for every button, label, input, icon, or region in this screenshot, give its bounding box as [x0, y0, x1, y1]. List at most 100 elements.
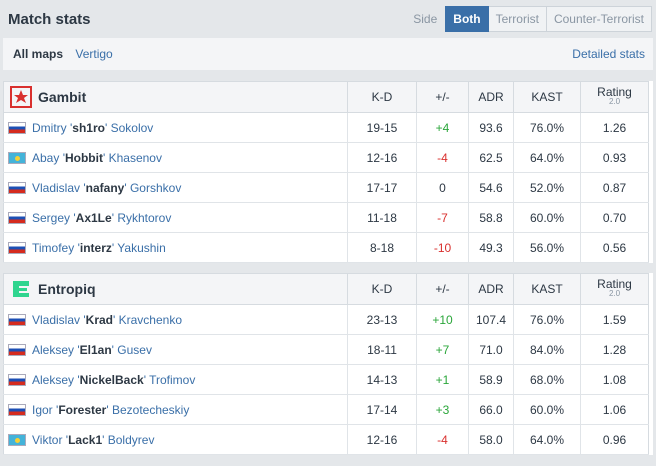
adr-cell: 66.0 — [468, 394, 514, 425]
team-table-gambit: Gambit K-D +/- ADR KAST Rating 2.0 Dmitry… — [3, 81, 653, 263]
plus-minus-cell: +1 — [416, 364, 469, 395]
kast-cell: 52.0% — [513, 172, 581, 203]
col-rating: Rating 2.0 — [580, 273, 649, 305]
col-pm: +/- — [416, 81, 469, 113]
col-kd: K-D — [347, 81, 417, 113]
player-name-link[interactable]: Aleksey 'NickelBack' Trofimov — [32, 372, 196, 387]
player-cell: Abay 'Hobbit' Khasenov — [3, 142, 348, 173]
col-kast: KAST — [513, 273, 581, 305]
rating-cell: 1.28 — [580, 334, 649, 365]
kd-cell: 12-16 — [347, 142, 417, 173]
team-name-link[interactable]: Gambit — [38, 89, 87, 105]
player-cell: Dmitry 'sh1ro' Sokolov — [3, 112, 348, 143]
col-kd: K-D — [347, 273, 417, 305]
gambit-logo-icon — [10, 86, 32, 108]
player-cell: Vladislav 'Krad' Kravchenko — [3, 304, 348, 335]
adr-cell: 58.8 — [468, 202, 514, 233]
kd-cell: 11-18 — [347, 202, 417, 233]
player-name-link[interactable]: Aleksey 'El1an' Gusev — [32, 342, 152, 357]
plus-minus-cell: +10 — [416, 304, 469, 335]
flag-ru-icon — [8, 242, 26, 255]
rating-cell: 0.96 — [580, 424, 649, 455]
map-filter-bar: All maps Vertigo Detailed stats — [3, 38, 653, 70]
player-name-link[interactable]: Igor 'Forester' Bezotecheskiy — [32, 402, 190, 417]
player-name-link[interactable]: Timofey 'interz' Yakushin — [32, 240, 166, 255]
side-filter: Side Both Terrorist Counter-Terrorist — [413, 6, 652, 32]
col-adr: ADR — [468, 81, 514, 113]
player-row: Dmitry 'sh1ro' Sokolov 19-15 +4 93.6 76.0% 1.… — [3, 112, 649, 143]
side-both-button[interactable]: Both — [445, 6, 489, 32]
kd-cell: 17-17 — [347, 172, 417, 203]
team-name-link[interactable]: Entropiq — [38, 281, 96, 297]
kd-cell: 23-13 — [347, 304, 417, 335]
kast-cell: 76.0% — [513, 304, 581, 335]
plus-minus-cell: 0 — [416, 172, 469, 203]
side-terrorist-button[interactable]: Terrorist — [488, 6, 547, 32]
rating-cell: 1.08 — [580, 364, 649, 395]
player-cell: Sergey 'Ax1Le' Rykhtorov — [3, 202, 348, 233]
side-ct-button[interactable]: Counter-Terrorist — [546, 6, 652, 32]
rating-cell: 0.56 — [580, 232, 649, 263]
kd-cell: 8-18 — [347, 232, 417, 263]
player-row: Sergey 'Ax1Le' Rykhtorov 11-18 -7 58.8 60.0%… — [3, 202, 649, 233]
player-name-link[interactable]: Sergey 'Ax1Le' Rykhtorov — [32, 210, 172, 225]
kast-cell: 56.0% — [513, 232, 581, 263]
player-name-link[interactable]: Viktor 'Lack1' Boldyrev — [32, 432, 155, 447]
adr-cell: 54.6 — [468, 172, 514, 203]
player-row: Vladislav 'nafany' Gorshkov 17-17 0 54.6 52.… — [3, 172, 649, 203]
player-row: Abay 'Hobbit' Khasenov 12-16 -4 62.5 64.0% 0.… — [3, 142, 649, 173]
side-label: Side — [413, 12, 438, 26]
flag-kz-icon — [8, 434, 26, 447]
plus-minus-cell: +7 — [416, 334, 469, 365]
entropiq-logo-icon — [13, 281, 29, 297]
adr-cell: 107.4 — [468, 304, 514, 335]
detailed-stats-link[interactable]: Detailed stats — [572, 47, 645, 61]
flag-ru-icon — [8, 122, 26, 135]
kast-cell: 76.0% — [513, 112, 581, 143]
kd-cell: 19-15 — [347, 112, 417, 143]
adr-cell: 62.5 — [468, 142, 514, 173]
team-table-entropiq: Entropiq K-D +/- ADR KAST Rating 2.0 Vlad… — [3, 273, 653, 455]
adr-cell: 49.3 — [468, 232, 514, 263]
player-cell: Timofey 'interz' Yakushin — [3, 232, 348, 263]
player-row: Vladislav 'Krad' Kravchenko 23-13 +10 107.4… — [3, 304, 649, 335]
player-name-link[interactable]: Abay 'Hobbit' Khasenov — [32, 150, 162, 165]
rating-cell: 0.87 — [580, 172, 649, 203]
plus-minus-cell: -10 — [416, 232, 469, 263]
kd-cell: 17-14 — [347, 394, 417, 425]
col-kast: KAST — [513, 81, 581, 113]
player-name-link[interactable]: Vladislav 'Krad' Kravchenko — [32, 312, 182, 327]
plus-minus-cell: -4 — [416, 424, 469, 455]
flag-ru-icon — [8, 212, 26, 225]
rating-cell: 0.93 — [580, 142, 649, 173]
flag-ru-icon — [8, 314, 26, 327]
rating-cell: 0.70 — [580, 202, 649, 233]
player-row: Timofey 'interz' Yakushin 8-18 -10 49.3 56.0… — [3, 232, 649, 263]
team-header: Entropiq — [3, 273, 348, 305]
map-tab-vertigo[interactable]: Vertigo — [75, 47, 113, 61]
flag-kz-icon — [8, 152, 26, 165]
player-row: Aleksey 'NickelBack' Trofimov 14-13 +1 58.9… — [3, 364, 649, 395]
player-cell: Aleksey 'NickelBack' Trofimov — [3, 364, 348, 395]
map-tab-all[interactable]: All maps — [13, 47, 64, 61]
col-pm: +/- — [416, 273, 469, 305]
rating-cell: 1.06 — [580, 394, 649, 425]
flag-ru-icon — [8, 374, 26, 387]
flag-ru-icon — [8, 344, 26, 357]
player-row: Viktor 'Lack1' Boldyrev 12-16 -4 58.0 64.0% 0… — [3, 424, 649, 455]
player-name-link[interactable]: Vladislav 'nafany' Gorshkov — [32, 180, 182, 195]
adr-cell: 93.6 — [468, 112, 514, 143]
adr-cell: 58.9 — [468, 364, 514, 395]
player-name-link[interactable]: Dmitry 'sh1ro' Sokolov — [32, 120, 154, 135]
flag-ru-icon — [8, 182, 26, 195]
player-cell: Aleksey 'El1an' Gusev — [3, 334, 348, 365]
kast-cell: 64.0% — [513, 424, 581, 455]
kast-cell: 84.0% — [513, 334, 581, 365]
kast-cell: 64.0% — [513, 142, 581, 173]
plus-minus-cell: +4 — [416, 112, 469, 143]
rating-cell: 1.26 — [580, 112, 649, 143]
kast-cell: 60.0% — [513, 394, 581, 425]
player-cell: Viktor 'Lack1' Boldyrev — [3, 424, 348, 455]
kd-cell: 18-11 — [347, 334, 417, 365]
adr-cell: 58.0 — [468, 424, 514, 455]
